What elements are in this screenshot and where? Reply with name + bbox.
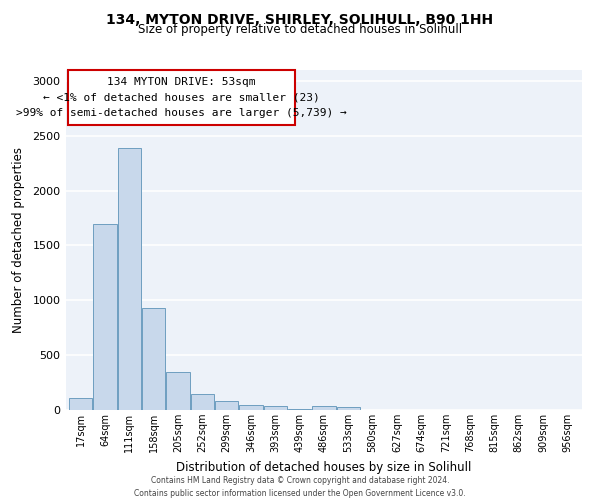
- Text: ← <1% of detached houses are smaller (23): ← <1% of detached houses are smaller (23…: [43, 92, 320, 102]
- Bar: [142, 308, 165, 410]
- Bar: [239, 404, 263, 410]
- Bar: [337, 406, 360, 410]
- Bar: [118, 148, 141, 410]
- Bar: [215, 402, 238, 410]
- Text: 134, MYTON DRIVE, SHIRLEY, SOLIHULL, B90 1HH: 134, MYTON DRIVE, SHIRLEY, SOLIHULL, B90…: [106, 12, 494, 26]
- Text: Contains HM Land Registry data © Crown copyright and database right 2024.
Contai: Contains HM Land Registry data © Crown c…: [134, 476, 466, 498]
- Bar: [313, 406, 335, 410]
- X-axis label: Distribution of detached houses by size in Solihull: Distribution of detached houses by size …: [176, 460, 472, 473]
- Bar: [191, 394, 214, 410]
- Text: 134 MYTON DRIVE: 53sqm: 134 MYTON DRIVE: 53sqm: [107, 77, 256, 87]
- Text: Size of property relative to detached houses in Solihull: Size of property relative to detached ho…: [138, 22, 462, 36]
- Text: >99% of semi-detached houses are larger (5,739) →: >99% of semi-detached houses are larger …: [16, 108, 347, 118]
- Bar: [166, 372, 190, 410]
- Bar: [94, 224, 116, 410]
- Y-axis label: Number of detached properties: Number of detached properties: [13, 147, 25, 333]
- Bar: [68, 70, 295, 125]
- Bar: [264, 406, 287, 410]
- Bar: [69, 398, 92, 410]
